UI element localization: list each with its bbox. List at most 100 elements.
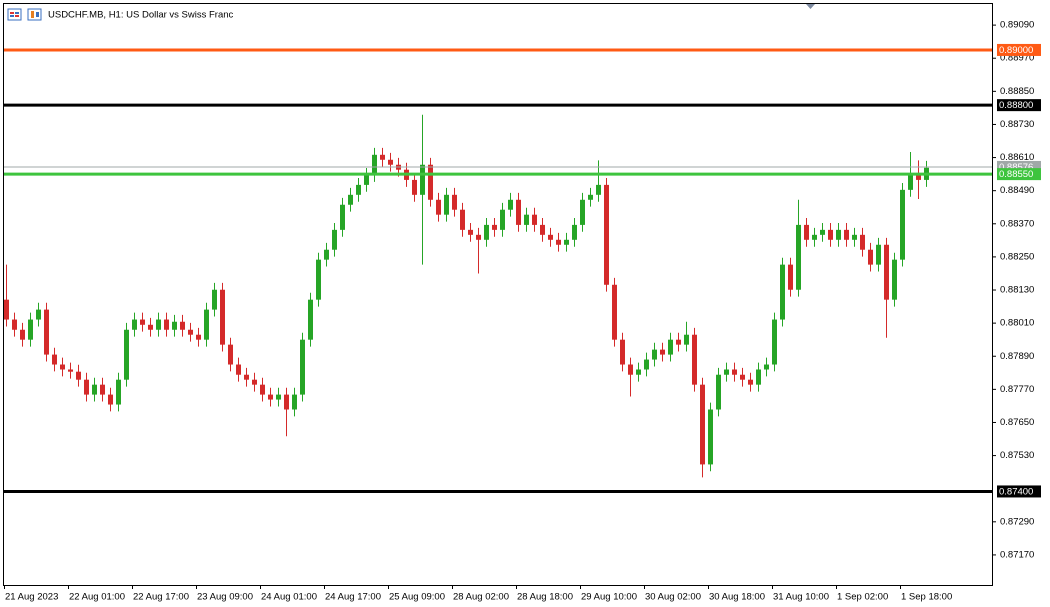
candle-body — [460, 209, 465, 230]
candle-body — [52, 354, 57, 365]
candle-body — [156, 319, 161, 330]
y-tick-label: 0.88850 — [1000, 86, 1034, 97]
candle-body — [628, 364, 633, 375]
candle-body — [596, 184, 601, 195]
candle-body — [852, 234, 857, 240]
candle-body — [84, 379, 89, 395]
candle-body — [892, 259, 897, 300]
candle-body — [108, 394, 113, 405]
candle-body — [700, 384, 705, 465]
y-tick-label: 0.87650 — [1000, 417, 1034, 428]
candle-body — [212, 289, 217, 310]
candle-body — [660, 349, 665, 355]
candle-body — [828, 229, 833, 240]
y-tick-label: 0.88370 — [1000, 218, 1034, 229]
candle-body — [812, 234, 817, 240]
candle-body — [492, 224, 497, 230]
candle-body — [804, 224, 809, 240]
candle-body — [204, 309, 209, 340]
candle-body — [4, 299, 9, 320]
candle-body — [524, 214, 529, 225]
candle-body — [428, 164, 433, 200]
candle-body — [588, 194, 593, 200]
x-tick-label: 24 Aug 01:00 — [261, 592, 317, 603]
y-tick-label: 0.88970 — [1000, 53, 1034, 64]
candle-body — [556, 239, 561, 245]
candle-body — [748, 379, 753, 385]
level-label-box — [997, 168, 1041, 181]
candle-body — [276, 394, 281, 400]
candle-body — [908, 174, 913, 190]
candle-body — [148, 324, 153, 330]
candle-body — [844, 229, 849, 240]
y-tick-label: 0.88610 — [1000, 152, 1034, 163]
candle-body — [436, 199, 441, 215]
y-tick-label: 0.88010 — [1000, 318, 1034, 329]
candle-body — [876, 244, 881, 265]
candle-body — [444, 194, 449, 215]
candle-body — [284, 394, 289, 410]
candle-body — [868, 249, 873, 265]
candle-body — [684, 334, 689, 345]
candle-body — [692, 334, 697, 385]
x-tick-label: 21 Aug 2023 — [5, 592, 58, 603]
candle-body — [756, 369, 761, 385]
level-label: 0.88550 — [999, 169, 1033, 180]
candle-body — [836, 229, 841, 240]
candle-body — [44, 309, 49, 355]
candle-body — [644, 359, 649, 370]
x-tick-label: 22 Aug 17:00 — [133, 592, 189, 603]
candle-body — [300, 339, 305, 395]
candle-body — [180, 321, 185, 330]
candle-body — [92, 384, 97, 395]
candle-body — [372, 154, 377, 175]
candle-body — [76, 371, 81, 380]
level-label-box — [997, 43, 1041, 56]
candle-body — [324, 249, 329, 260]
candle-body — [316, 259, 321, 300]
x-tick-label: 1 Sep 18:00 — [901, 592, 952, 603]
candle-body — [268, 394, 273, 400]
candle-body — [668, 339, 673, 355]
level-label-box — [997, 485, 1041, 498]
candle-body — [260, 384, 265, 395]
candle-body — [28, 319, 33, 340]
candle-body — [652, 349, 657, 360]
candle-body — [788, 264, 793, 290]
candle-body — [172, 321, 177, 330]
candle-body — [740, 374, 745, 380]
candle-body — [476, 234, 481, 240]
level-label: 0.87400 — [999, 486, 1033, 497]
candle-body — [252, 379, 257, 385]
candle-body — [612, 284, 617, 340]
x-tick-label: 30 Aug 02:00 — [645, 592, 701, 603]
candle-body — [164, 319, 169, 330]
candle-body — [468, 229, 473, 235]
candle-body — [124, 329, 129, 380]
candle-body — [764, 364, 769, 370]
chart-title: USDCHF.MB, H1: US Dollar vs Swiss Franc — [48, 10, 234, 21]
y-tick-label: 0.89090 — [1000, 20, 1034, 31]
candle-body — [452, 194, 457, 210]
level-label: 0.88800 — [999, 100, 1033, 111]
x-tick-label: 1 Sep 02:00 — [837, 592, 888, 603]
level-label: 0.89000 — [999, 45, 1033, 56]
candle-body — [780, 264, 785, 320]
x-tick-label: 29 Aug 10:00 — [581, 592, 637, 603]
y-tick-label: 0.88130 — [1000, 285, 1034, 296]
candle-body — [348, 194, 353, 205]
candle-body — [484, 224, 489, 240]
level-label-box — [997, 99, 1041, 112]
candle-body — [580, 199, 585, 225]
candle-body — [60, 364, 65, 370]
x-tick-label: 30 Aug 18:00 — [709, 592, 765, 603]
y-tick-label: 0.88490 — [1000, 185, 1034, 196]
x-tick-label: 28 Aug 18:00 — [517, 592, 573, 603]
candle-body — [340, 204, 345, 230]
y-tick-label: 0.88730 — [1000, 119, 1034, 130]
candle-body — [732, 369, 737, 375]
x-tick-label: 23 Aug 09:00 — [197, 592, 253, 603]
candle-body — [292, 394, 297, 410]
x-tick-label: 28 Aug 02:00 — [453, 592, 509, 603]
